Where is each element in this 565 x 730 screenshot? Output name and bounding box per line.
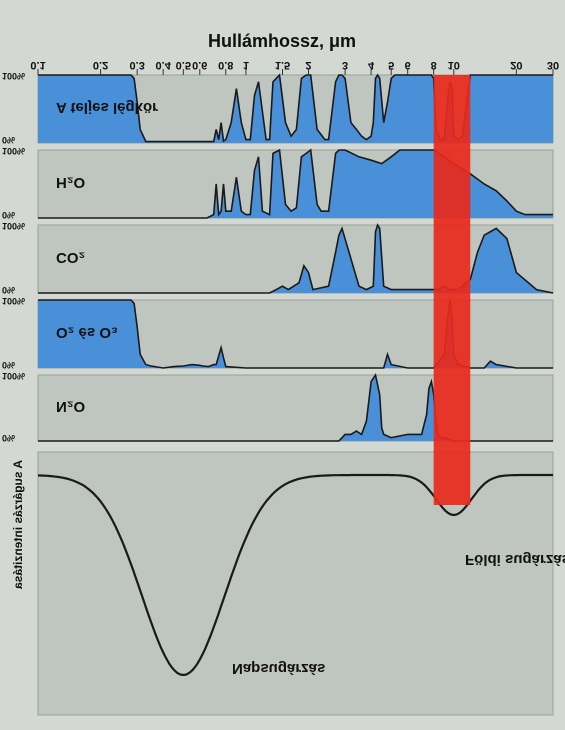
- ir-window-band: [433, 75, 471, 505]
- x-tick-label: 6: [405, 59, 411, 71]
- absorption-line: [38, 223, 554, 294]
- earth-label: Földi sugárzás: [465, 551, 565, 568]
- absorption-panel: 0% 100% H₂O: [2, 146, 554, 220]
- x-tick-label: 0.3: [130, 59, 145, 71]
- y-label-0: 0%: [2, 433, 15, 443]
- y-label-100: 100%: [2, 371, 25, 381]
- x-tick-label: 20: [510, 59, 522, 71]
- x-tick-label: 8: [431, 59, 437, 71]
- y-label-100: 100%: [2, 146, 25, 156]
- y-label-100: 100%: [2, 296, 25, 306]
- x-tick-label: 1: [243, 59, 249, 71]
- x-tick-label: 0.8: [218, 59, 233, 71]
- x-tick-label: 0.1: [30, 59, 45, 71]
- panel-name: A teljes légkör: [56, 99, 158, 116]
- panel-frame: [37, 374, 554, 442]
- y-label-100: 100%: [2, 71, 25, 81]
- x-tick-label: 0.5: [176, 59, 191, 71]
- panel-name: CO₂: [56, 249, 85, 266]
- x-tick-label: 3: [342, 59, 348, 71]
- x-tick-label: 5: [388, 59, 394, 71]
- bands-layer: [433, 75, 471, 505]
- x-tick-label: 30: [547, 59, 559, 71]
- absorption-area: [38, 225, 553, 293]
- panel-name: H₂O: [56, 174, 85, 191]
- absorption-panel: 0% 100% O₂ és O₃: [2, 296, 554, 370]
- x-tick-label: 10: [448, 59, 460, 71]
- panel-name: O₂ és O₃: [56, 324, 118, 341]
- y-label-0: 0%: [2, 285, 15, 295]
- x-tick-label: 0.4: [156, 59, 172, 71]
- y-label-0: 0%: [2, 360, 15, 370]
- absorption-area: [38, 75, 553, 143]
- x-tick-label: 0.2: [93, 59, 108, 71]
- solar-label: Napsugárzás: [232, 660, 325, 677]
- y-label-100: 100%: [2, 221, 25, 231]
- absorption-area: [38, 150, 553, 218]
- intensity-panel: Napsugárzás Földi sugárzás A sugárzás inte…: [11, 451, 565, 716]
- y-label-0: 0%: [2, 135, 15, 145]
- x-tick-label: 0.6: [192, 59, 207, 71]
- x-axis: 0.1 0.2 0.3 0.4 0.5 0.6 0.8 1 1.5 2 3 4 5 6 8 10 20 30: [30, 59, 559, 75]
- absorption-panel: 0% 100% A teljes légkör: [2, 71, 554, 145]
- y-label-0: 0%: [2, 210, 15, 220]
- absorption-panel: 0% 100% N₂O: [2, 371, 554, 443]
- x-tick-label: 2: [305, 59, 311, 71]
- x-tick-label: 1.5: [275, 59, 290, 71]
- chart-title: Hullámhossz, μm: [208, 31, 356, 51]
- intensity-axis-label: A sugárzás intenzitása: [11, 460, 25, 589]
- x-tick-label: 4: [368, 59, 375, 71]
- absorption-panel: 0% 100% CO₂: [2, 221, 554, 295]
- panels-layer: 0%100%A teljes légkör0%100%H₂O0%100%CO₂0…: [2, 71, 565, 716]
- panel-name: N₂O: [56, 398, 85, 415]
